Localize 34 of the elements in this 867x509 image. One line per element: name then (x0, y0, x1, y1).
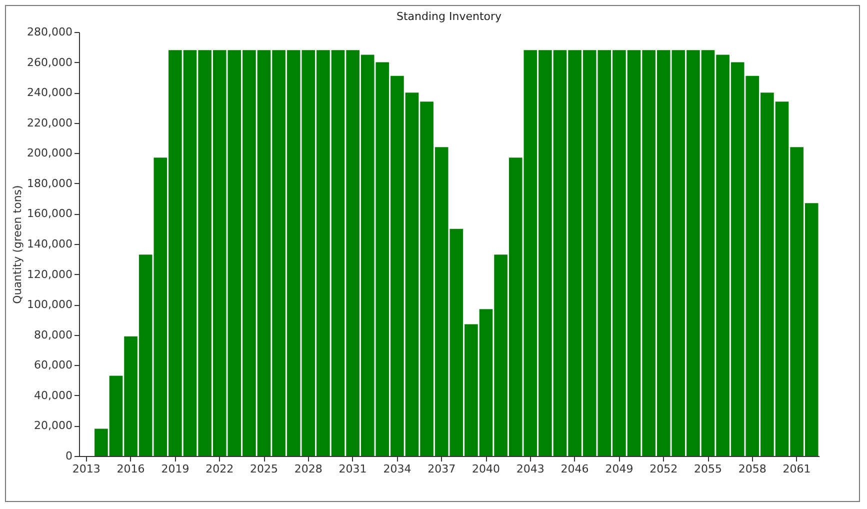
x-tick-label: 2025 (250, 462, 278, 476)
y-tick-label: 80,000 (34, 328, 72, 342)
y-tick-label: 180,000 (27, 176, 72, 190)
x-tick-label: 2034 (383, 462, 412, 476)
y-tick-label: 200,000 (27, 146, 72, 160)
x-tick-label: 2028 (294, 462, 322, 476)
chart-title: Standing Inventory (396, 10, 502, 23)
y-tick-label: 220,000 (27, 116, 72, 130)
x-tick-label: 2046 (560, 462, 589, 476)
y-tick-label: 20,000 (34, 419, 72, 432)
x-tick-label: 2058 (738, 462, 766, 476)
x-tick-label: 2055 (694, 462, 722, 476)
x-tick-label: 2013 (72, 462, 100, 476)
x-tick-label: 2016 (116, 462, 145, 476)
y-tick-label: 120,000 (27, 268, 72, 281)
x-tick-label: 2043 (516, 462, 544, 476)
y-tick-label: 260,000 (27, 56, 72, 69)
x-tick-label: 2040 (472, 462, 500, 476)
x-tick-label: 2061 (782, 462, 811, 476)
x-tick-label: 2052 (650, 462, 678, 476)
y-tick-label: 240,000 (27, 86, 72, 100)
y-tick-label: 280,000 (27, 26, 72, 38)
y-tick-label: 140,000 (27, 238, 72, 250)
y-tick-label: 40,000 (34, 388, 72, 402)
y-tick-label: 60,000 (34, 358, 72, 372)
y-tick-label: 100,000 (27, 298, 72, 312)
x-tick-label: 2049 (605, 462, 634, 476)
y-tick-label: 0 (66, 450, 72, 462)
y-axis-title: Quantity (green tons) (11, 185, 24, 304)
x-tick-label: 2037 (428, 462, 456, 476)
x-tick-label: 2031 (338, 462, 367, 476)
y-tick-label: 160,000 (27, 207, 72, 220)
x-tick-label: 2022 (206, 462, 234, 476)
x-tick-label: 2019 (161, 462, 190, 476)
